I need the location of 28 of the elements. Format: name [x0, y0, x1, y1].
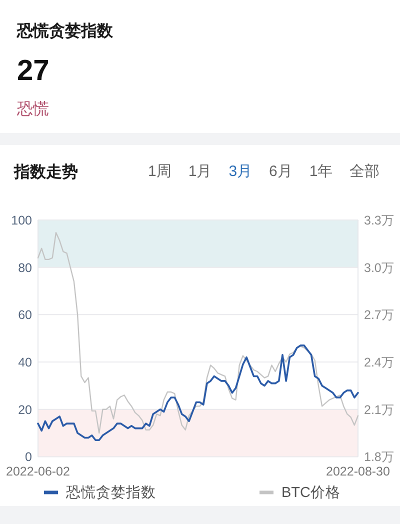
- x-tick-label: 2022-06-02: [6, 464, 70, 479]
- y-tick-label: 20: [18, 402, 32, 417]
- y2-tick-label: 2.7万: [364, 308, 394, 322]
- chart-title: 指数走势: [13, 163, 78, 181]
- legend-label: BTC价格: [282, 484, 340, 502]
- y-tick-label: 100: [11, 214, 32, 228]
- y-tick-label: 60: [18, 308, 32, 322]
- x-tick-label: 2022-08-30: [326, 464, 390, 479]
- y2-tick-label: 3.0万: [364, 260, 394, 275]
- text: 恐慌: [16, 100, 49, 118]
- y2-tick-label: 2.4万: [364, 356, 394, 370]
- text: 恐慌贪婪指数: [16, 22, 114, 40]
- line-series: [37, 344, 359, 442]
- text: 1年: [309, 163, 333, 180]
- y2-tick-label: 1.8万: [364, 450, 394, 464]
- text: 27: [17, 55, 50, 87]
- y-tick-label: 40: [18, 356, 32, 370]
- line-series: [37, 232, 359, 434]
- y2-tick-label: 3.3万: [364, 214, 394, 228]
- text: 3月: [228, 163, 252, 180]
- text: 6月: [269, 163, 292, 180]
- y2-tick-label: 2.1万: [364, 402, 394, 417]
- text: 1月: [188, 163, 212, 180]
- y-tick-label: 0: [25, 450, 32, 464]
- text: 全部: [350, 163, 380, 180]
- text: 1周: [148, 163, 172, 180]
- y-tick-label: 80: [18, 260, 32, 275]
- legend-label: 恐慌贪婪指数: [65, 484, 156, 502]
